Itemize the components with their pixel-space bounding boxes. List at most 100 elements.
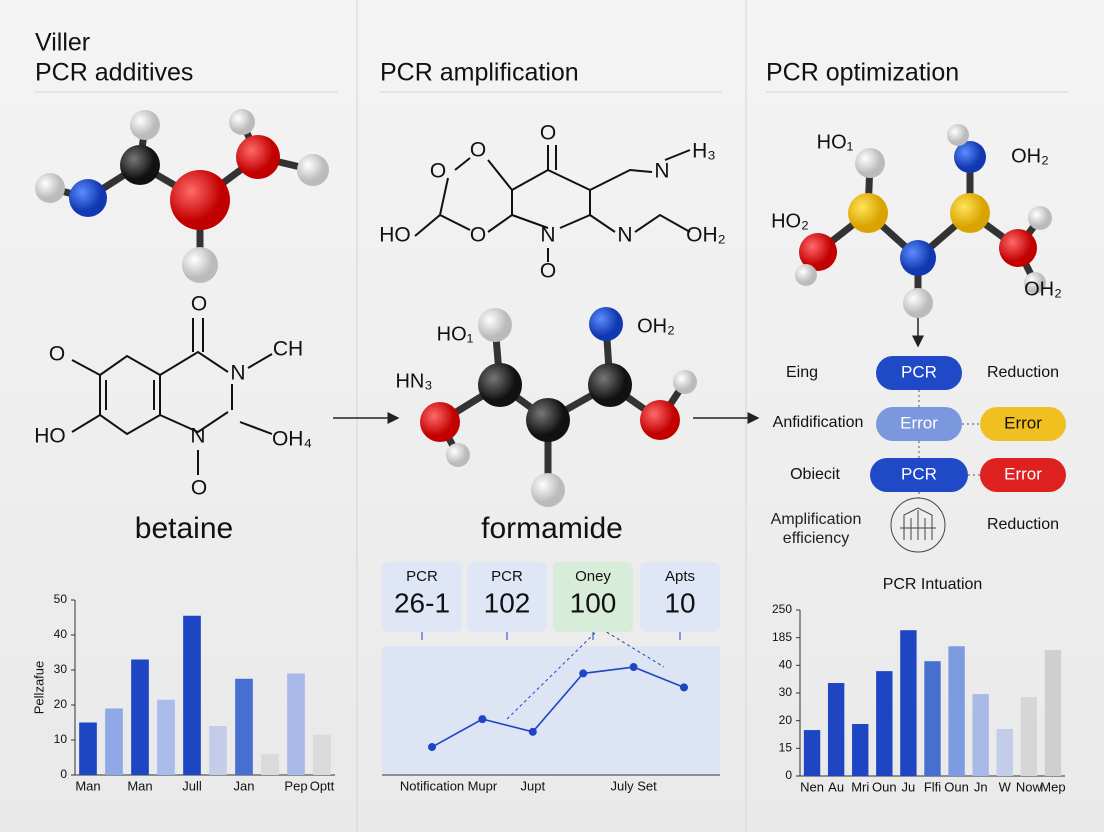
- atom-label: HO₂: [771, 210, 809, 232]
- flow-icon-glyph: [900, 507, 936, 540]
- pill-label: Error: [1004, 413, 1042, 432]
- atom: [478, 363, 522, 407]
- atom-label: O: [49, 343, 65, 366]
- bar: [209, 726, 227, 775]
- card-label: PCR: [491, 568, 523, 585]
- bar: [1044, 650, 1062, 776]
- bar: [924, 661, 941, 776]
- y-tick-label: 30: [779, 685, 793, 699]
- x-tick-label: Pep: [284, 778, 307, 793]
- stat-card: [382, 562, 462, 632]
- y-tick-label: 40: [54, 627, 68, 641]
- atom-label: OH₄: [272, 428, 312, 451]
- bar: [105, 708, 123, 775]
- bar: [157, 699, 175, 775]
- y-tick-label: 0: [785, 768, 792, 782]
- point: [680, 683, 688, 692]
- atom: [531, 473, 565, 507]
- x-tick-label: Au: [828, 779, 844, 794]
- atom: [640, 400, 680, 440]
- atom-label: HO: [379, 224, 411, 247]
- bar: [900, 630, 917, 776]
- y-tick-label: 10: [54, 732, 68, 746]
- atom: [526, 398, 570, 442]
- flow-side-label: Reduction: [987, 516, 1059, 533]
- flow-row-label: Amplification efficiency: [770, 511, 862, 547]
- atom-label: N: [617, 224, 632, 247]
- atom: [950, 193, 990, 233]
- bar: [313, 734, 331, 775]
- card-connector: [506, 627, 665, 720]
- y-tick-label: 20: [54, 697, 68, 711]
- bar: [876, 671, 893, 776]
- atom-label: O: [470, 224, 486, 247]
- atom: [69, 179, 107, 217]
- stat-card: [640, 562, 720, 632]
- atom-label: N: [540, 224, 555, 247]
- panel-title: PCR optimization: [766, 59, 959, 87]
- card-value: 100: [570, 587, 617, 618]
- x-tick-label: Flfi: [924, 779, 941, 794]
- atom: [954, 141, 986, 173]
- x-tick-label: Jupt: [521, 778, 546, 793]
- y-tick-label: 250: [772, 602, 792, 616]
- atom: [588, 363, 632, 407]
- pill: [876, 356, 962, 390]
- pill-label: Error: [900, 413, 938, 432]
- bar: [996, 728, 1013, 776]
- atom-label: N: [190, 425, 205, 448]
- atom: [297, 154, 329, 186]
- bar: [131, 659, 149, 775]
- bar: [1020, 697, 1038, 776]
- atom: [182, 247, 218, 283]
- atom: [795, 264, 817, 286]
- card-value: 102: [484, 587, 531, 618]
- atom-label: N: [230, 362, 245, 385]
- atom-label: O: [191, 293, 207, 316]
- point: [629, 663, 638, 672]
- atom-label: O: [430, 160, 446, 183]
- compound-name: betaine: [135, 512, 233, 545]
- x-tick-label: Ju: [902, 779, 916, 794]
- atom: [799, 233, 837, 271]
- atom-label: HO₁: [437, 323, 474, 345]
- x-tick-label: Mupr: [468, 778, 498, 793]
- pill: [980, 407, 1066, 441]
- x-tick-label: Now: [1016, 779, 1043, 794]
- arrows: [333, 315, 924, 424]
- atom: [999, 229, 1037, 267]
- atom-label: OH₂: [637, 315, 675, 337]
- bar: [852, 723, 869, 776]
- atom-label: CH: [273, 338, 303, 361]
- x-tick-label: Nen: [800, 779, 824, 794]
- card-value: 10: [664, 587, 695, 618]
- atom-label: OH₂: [1024, 278, 1062, 300]
- pill-label: Error: [1004, 464, 1042, 483]
- flow-connectors: [918, 390, 980, 498]
- compound-name: formamide: [481, 512, 623, 545]
- atom-label: O: [191, 477, 207, 500]
- atom-label: HO₁: [817, 131, 854, 153]
- chart-title: PCR Intuation: [883, 576, 983, 593]
- stat-card: [467, 562, 547, 632]
- atom-label: HO: [34, 425, 66, 448]
- y-tick-label: 20: [779, 713, 793, 727]
- bar: [79, 722, 97, 775]
- atom-label: HN₃: [395, 370, 432, 392]
- point: [528, 727, 537, 736]
- bar: [183, 615, 201, 775]
- atom: [420, 402, 460, 442]
- point: [478, 715, 487, 724]
- flow-row-label: Eing: [786, 364, 818, 381]
- atom: [170, 170, 230, 230]
- x-tick-label: W: [999, 779, 1012, 794]
- panel-title: Viller: [35, 29, 90, 57]
- atom: [903, 288, 933, 318]
- pill-label: PCR: [901, 464, 937, 483]
- atom-label: OH₂: [686, 224, 726, 247]
- bar: [261, 754, 279, 775]
- pill: [980, 458, 1066, 492]
- pill-label: PCR: [901, 362, 937, 381]
- line: [431, 666, 685, 748]
